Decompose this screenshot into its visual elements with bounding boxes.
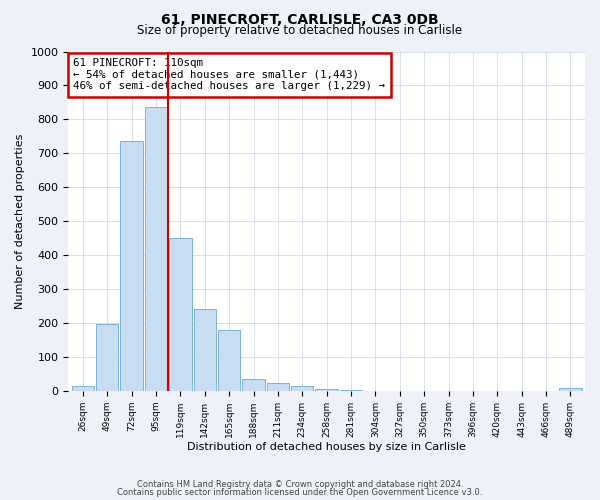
Bar — [316, 389, 338, 391]
Bar — [218, 330, 241, 391]
Text: 61, PINECROFT, CARLISLE, CA3 0DB: 61, PINECROFT, CARLISLE, CA3 0DB — [161, 12, 439, 26]
Bar — [266, 384, 289, 391]
Bar — [194, 310, 216, 391]
Bar — [145, 108, 167, 391]
Y-axis label: Number of detached properties: Number of detached properties — [15, 134, 25, 309]
Bar — [121, 142, 143, 391]
Text: 61 PINECROFT: 110sqm
← 54% of detached houses are smaller (1,443)
46% of semi-de: 61 PINECROFT: 110sqm ← 54% of detached h… — [73, 58, 385, 92]
Text: Contains HM Land Registry data © Crown copyright and database right 2024.: Contains HM Land Registry data © Crown c… — [137, 480, 463, 489]
Bar — [291, 386, 313, 391]
Bar — [340, 390, 362, 391]
X-axis label: Distribution of detached houses by size in Carlisle: Distribution of detached houses by size … — [187, 442, 466, 452]
Bar — [169, 238, 191, 391]
Text: Size of property relative to detached houses in Carlisle: Size of property relative to detached ho… — [137, 24, 463, 37]
Bar — [559, 388, 581, 391]
Bar — [96, 324, 118, 391]
Bar — [242, 379, 265, 391]
Text: Contains public sector information licensed under the Open Government Licence v3: Contains public sector information licen… — [118, 488, 482, 497]
Bar — [71, 386, 94, 391]
